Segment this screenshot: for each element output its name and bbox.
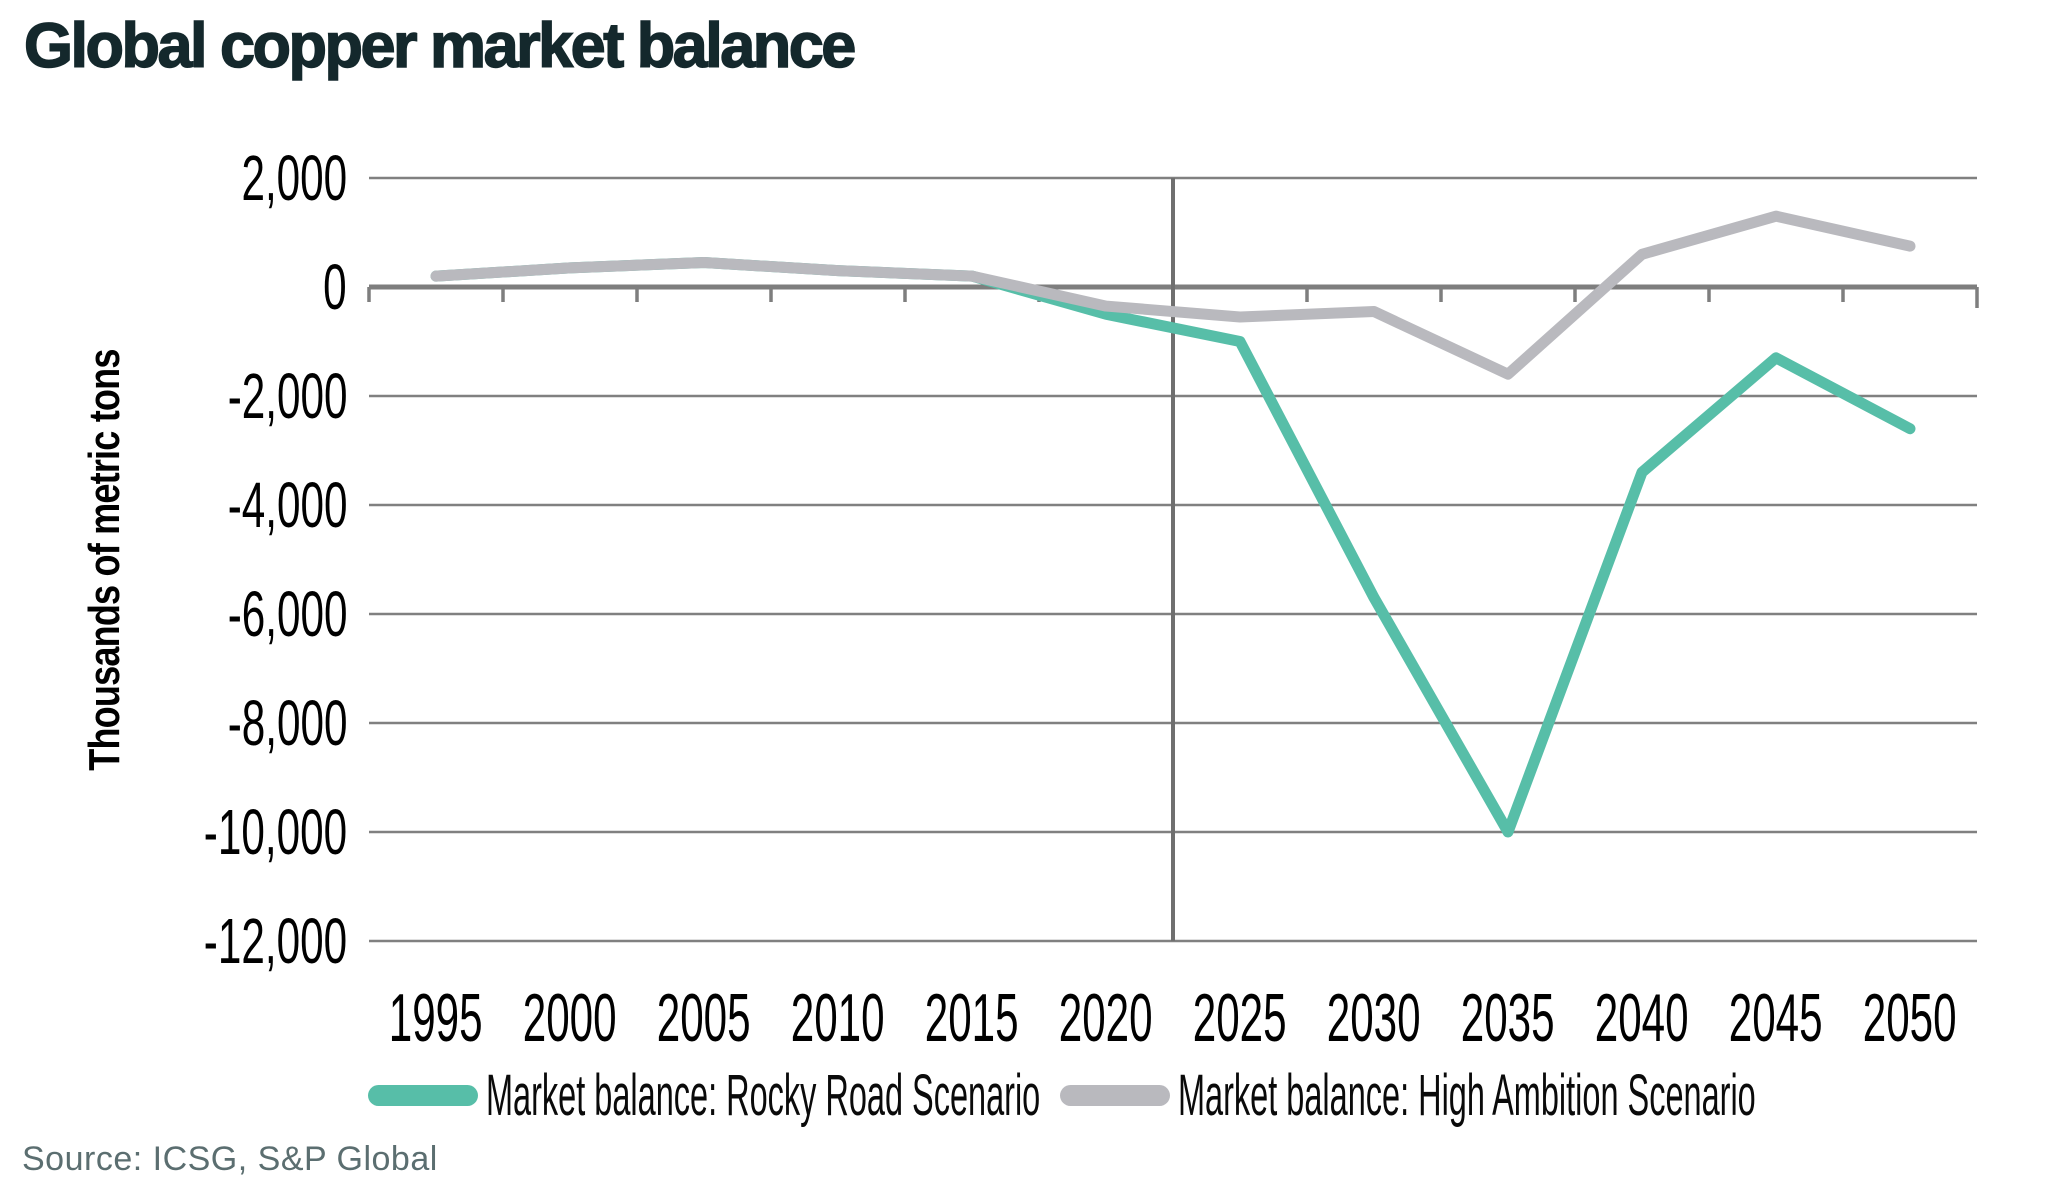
x-tick-label: 2040 [1595,980,1689,1056]
chart-title: Global copper market balance [23,10,857,82]
legend-item-rocky-road: Market balance: Rocky Road Scenario [368,1062,1476,1128]
legend-swatch-high-ambition-line [1060,1084,1170,1106]
legend-label-rocky-road: Market balance: Rocky Road Scenario [486,1062,1041,1128]
source-note: Source: ICSG, S&P Global [22,1140,438,1178]
x-tick-label: 2025 [1193,980,1287,1056]
x-tick-label: 2015 [925,980,1019,1056]
x-tick-label: 2010 [791,980,885,1056]
legend-item-high-ambition: Market balance: High Ambition Scenario [1060,1062,2048,1128]
y-tick-label: 2,000 [241,142,347,214]
y-tick-label: -2,000 [227,360,347,432]
x-tick-label: 2000 [523,980,617,1056]
x-tick-label: 2005 [657,980,751,1056]
x-tick-label: 1995 [389,980,483,1056]
y-tick-label: -8,000 [227,687,347,759]
legend-swatch-rocky-road-line [368,1084,478,1106]
y-tick-label: -6,000 [227,578,347,650]
high-ambition-line [430,210,1916,380]
x-tick-label: 2030 [1327,980,1421,1056]
x-tick-label: 2020 [1059,980,1153,1056]
x-tick-label: 2035 [1461,980,1555,1056]
legend-label-high-ambition: Market balance: High Ambition Scenario [1178,1062,1756,1128]
legend: Market balance: Rocky Road Scenario Mark… [0,1062,2048,1128]
x-tick-label: 2050 [1863,980,1957,1056]
y-tick-label: -12,000 [203,905,347,977]
y-tick-label: -4,000 [227,469,347,541]
y-tick-label: 0 [323,251,347,323]
y-tick-label: -10,000 [203,796,347,868]
x-tick-label: 2045 [1729,980,1823,1056]
